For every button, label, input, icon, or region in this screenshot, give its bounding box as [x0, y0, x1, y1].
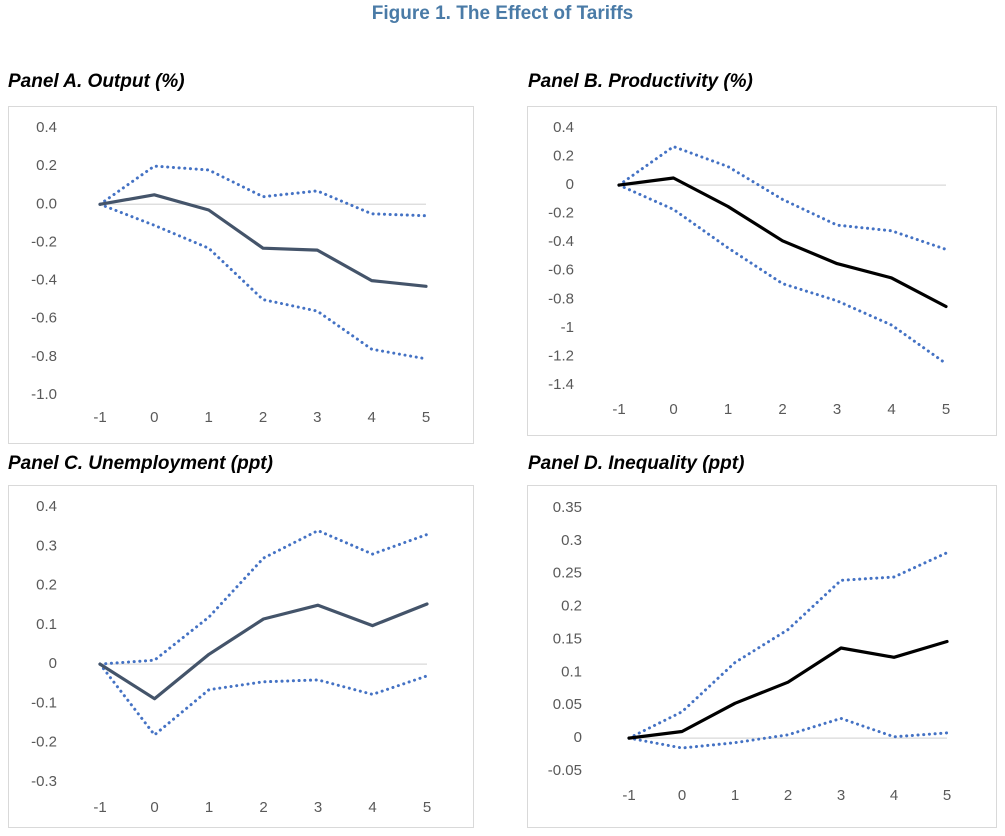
x-tick-label: 5 — [423, 799, 431, 816]
y-tick-label: 0.1 — [36, 616, 57, 633]
y-tick-label: -0.2 — [548, 205, 574, 222]
x-tick-label: 4 — [368, 799, 376, 816]
estimate-line — [617, 176, 948, 309]
y-tick-label: -0.1 — [31, 694, 57, 711]
panel-c-plot: 0.4 0.3 0.2 0.1 0 -0.1 -0.2 -0.3 -1 0 1 2 3 4 5 — [31, 498, 431, 816]
x-tick-label: -1 — [93, 409, 106, 426]
estimate-line — [627, 639, 949, 740]
y-tick-label: 0.4 — [553, 119, 574, 136]
panel-a-title: Panel A. Output (%) — [8, 71, 185, 92]
x-tick-label: 1 — [724, 401, 732, 418]
y-tick-label: 0.2 — [36, 577, 57, 594]
x-tick-label: 3 — [837, 787, 845, 804]
y-tick-label: 0.4 — [36, 119, 57, 136]
panel-a-plot: 0.4 0.2 0.0 -0.2 -0.4 -0.6 -0.8 -1.0 -1 0 1 2 3 4 5 — [31, 119, 430, 426]
x-tick-label: 3 — [313, 409, 321, 426]
upper-bound-line — [98, 164, 428, 218]
y-tick-label: -0.05 — [548, 762, 582, 779]
y-tick-label: -0.3 — [31, 773, 57, 790]
x-tick-label: 2 — [778, 401, 786, 418]
x-tick-label: 2 — [259, 409, 267, 426]
y-tick-label: 0.25 — [553, 565, 582, 582]
panel-c-title: Panel C. Unemployment (ppt) — [8, 453, 273, 474]
x-tick-label: 3 — [314, 799, 322, 816]
x-tick-label: 3 — [833, 401, 841, 418]
x-tick-label: -1 — [93, 799, 106, 816]
y-tick-label: 0.3 — [561, 532, 582, 549]
upper-bound-line — [98, 528, 429, 666]
y-tick-label: -0.8 — [31, 348, 57, 365]
estimate-line — [98, 602, 429, 701]
x-tick-label: 5 — [943, 787, 951, 804]
panel-d-title: Panel D. Inequality (ppt) — [528, 453, 745, 474]
y-tick-label: -1 — [561, 319, 574, 336]
x-tick-label: 4 — [890, 787, 898, 804]
y-tick-label: 0.2 — [561, 598, 582, 615]
y-tick-label: -0.2 — [31, 734, 57, 751]
lower-bound-line — [627, 716, 949, 750]
lower-bound-line — [617, 183, 948, 366]
panel-d-plot: 0.35 0.3 0.25 0.2 0.15 0.1 0.05 0 -0.05 -1 0 1 2 3 4 5 — [548, 499, 951, 804]
y-tick-label: 0.2 — [36, 157, 57, 174]
y-tick-label: 0.2 — [553, 148, 574, 165]
figure-title: Figure 1. The Effect of Tariffs — [371, 3, 634, 24]
y-tick-label: 0 — [566, 176, 574, 193]
upper-bound-line — [627, 551, 949, 740]
x-tick-label: 0 — [678, 787, 686, 804]
panel-b-title: Panel B. Productivity (%) — [528, 71, 753, 92]
x-tick-label: 0 — [150, 409, 158, 426]
y-tick-label: 0.05 — [553, 696, 582, 713]
x-tick-label: -1 — [622, 787, 635, 804]
y-tick-label: 0 — [574, 729, 582, 746]
y-tick-label: 0 — [49, 655, 57, 672]
y-tick-label: -0.6 — [548, 262, 574, 279]
panel-a-chart: 0.4 0.2 0.0 -0.2 -0.4 -0.6 -0.8 -1.0 -1 0 1 2 3 4 5 — [8, 106, 474, 444]
y-tick-label: -1.0 — [31, 386, 57, 403]
y-tick-label: 0.0 — [36, 195, 57, 212]
x-tick-label: 5 — [422, 409, 430, 426]
x-tick-label: 0 — [150, 799, 158, 816]
x-tick-label: 2 — [259, 799, 267, 816]
y-tick-label: -1.4 — [548, 376, 574, 393]
panel-b-plot: 0.4 0.2 0 -0.2 -0.4 -0.6 -0.8 -1 -1.2 -1.4 -1 0 1 2 3 4… — [548, 119, 950, 418]
x-tick-label: 1 — [731, 787, 739, 804]
y-tick-label: 0.15 — [553, 630, 582, 647]
y-tick-label: 0.3 — [36, 537, 57, 554]
y-tick-label: 0.4 — [36, 498, 57, 515]
lower-bound-line — [98, 202, 428, 361]
x-tick-label: 5 — [942, 401, 950, 418]
y-tick-label: 0.1 — [561, 663, 582, 680]
y-tick-label: 0.35 — [553, 499, 582, 516]
panel-c-chart: 0.4 0.3 0.2 0.1 0 -0.1 -0.2 -0.3 -1 0 1 2 3 4 5 — [8, 485, 474, 828]
x-tick-label: 2 — [784, 787, 792, 804]
upper-bound-line — [617, 144, 948, 251]
x-tick-label: 1 — [205, 799, 213, 816]
lower-bound-line — [98, 662, 429, 738]
y-tick-label: -0.4 — [31, 272, 57, 289]
panel-b-chart: 0.4 0.2 0 -0.2 -0.4 -0.6 -0.8 -1 -1.2 -1.4 -1 0 1 2 3 4… — [527, 106, 997, 436]
x-tick-label: 4 — [887, 401, 895, 418]
x-tick-label: 1 — [204, 409, 212, 426]
x-tick-label: 0 — [669, 401, 677, 418]
estimate-line — [98, 193, 428, 288]
y-tick-label: -0.2 — [31, 233, 57, 250]
x-tick-label: 4 — [367, 409, 375, 426]
y-tick-label: -0.6 — [31, 310, 57, 327]
panel-d-chart: 0.35 0.3 0.25 0.2 0.15 0.1 0.05 0 -0.05 -1 0 1 2 3 4 5 — [527, 485, 997, 828]
y-tick-label: -0.4 — [548, 233, 574, 250]
y-tick-label: -1.2 — [548, 347, 574, 364]
y-tick-label: -0.8 — [548, 290, 574, 307]
x-tick-label: -1 — [612, 401, 625, 418]
